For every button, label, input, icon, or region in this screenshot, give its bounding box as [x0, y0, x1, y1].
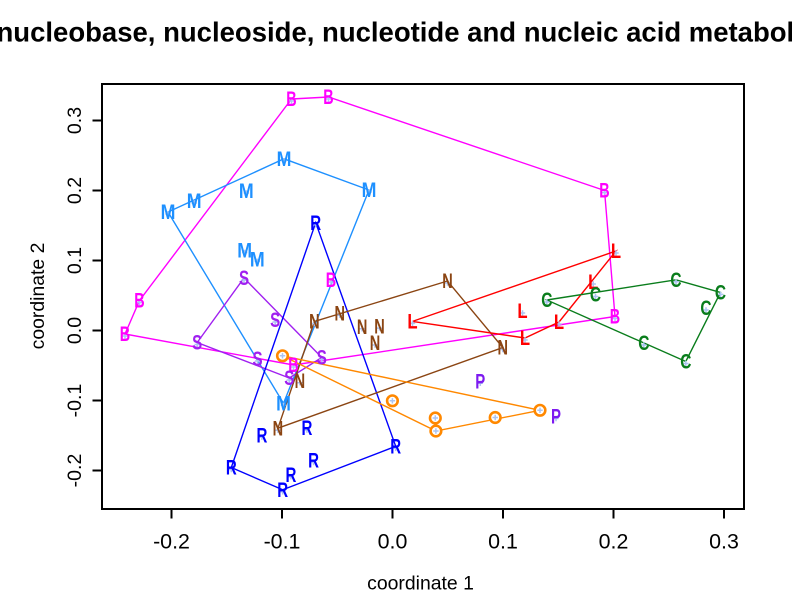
svg-text:R: R	[226, 457, 237, 480]
svg-text:-0.2: -0.2	[64, 454, 86, 488]
svg-text:B: B	[134, 290, 144, 313]
svg-text:N: N	[357, 316, 368, 339]
svg-text:-0.1: -0.1	[264, 530, 301, 554]
svg-text:-0.2: -0.2	[153, 530, 190, 554]
svg-text:N: N	[309, 311, 320, 334]
svg-text:P: P	[475, 371, 485, 394]
svg-text:L: L	[407, 311, 417, 334]
svg-text:nucleobase, nucleoside, nucleo: nucleobase, nucleoside, nucleotide and n…	[0, 17, 792, 48]
svg-text:R: R	[256, 424, 267, 447]
svg-text:S: S	[284, 367, 294, 390]
svg-text:C: C	[700, 297, 711, 320]
svg-text:R: R	[301, 417, 312, 440]
svg-text:B: B	[120, 323, 130, 346]
svg-text:M: M	[237, 240, 252, 263]
svg-text:N: N	[370, 332, 381, 355]
svg-text:N: N	[295, 370, 306, 393]
svg-text:L: L	[517, 300, 527, 323]
svg-text:L: L	[611, 240, 621, 263]
svg-text:C: C	[541, 289, 552, 312]
svg-text:S: S	[253, 348, 263, 371]
svg-text:-0.1: -0.1	[64, 384, 86, 418]
svg-text:B: B	[286, 88, 296, 111]
svg-text:M: M	[161, 201, 176, 224]
svg-text:0.3: 0.3	[64, 107, 86, 134]
svg-text:B: B	[288, 354, 298, 377]
svg-text:L: L	[520, 327, 530, 350]
svg-text:L: L	[554, 311, 564, 334]
svg-text:M: M	[250, 249, 265, 272]
svg-text:R: R	[310, 212, 321, 235]
svg-text:N: N	[498, 337, 509, 360]
svg-text:0.1: 0.1	[64, 247, 86, 274]
svg-text:S: S	[192, 332, 202, 355]
svg-text:S: S	[239, 267, 249, 290]
svg-text:N: N	[334, 302, 345, 325]
svg-text:B: B	[599, 180, 609, 203]
svg-text:M: M	[277, 148, 292, 171]
svg-text:C: C	[680, 351, 691, 374]
svg-text:P: P	[551, 406, 561, 429]
svg-text:M: M	[187, 190, 202, 213]
svg-text:B: B	[326, 269, 336, 292]
svg-text:S: S	[270, 309, 280, 332]
svg-text:B: B	[610, 306, 620, 329]
svg-text:S: S	[317, 347, 327, 370]
svg-text:M: M	[276, 393, 291, 416]
svg-text:0.0: 0.0	[64, 317, 86, 344]
svg-text:N: N	[374, 315, 385, 338]
svg-text:B: B	[323, 86, 333, 109]
svg-text:R: R	[308, 450, 319, 473]
svg-text:C: C	[670, 269, 681, 292]
svg-text:0.2: 0.2	[64, 177, 86, 204]
svg-text:coordinate 2: coordinate 2	[27, 243, 49, 350]
svg-text:C: C	[590, 284, 601, 307]
svg-text:C: C	[715, 282, 726, 305]
svg-text:0.0: 0.0	[378, 530, 408, 554]
svg-text:L: L	[588, 271, 598, 294]
svg-text:0.2: 0.2	[599, 530, 629, 554]
svg-text:R: R	[390, 436, 401, 459]
svg-text:N: N	[442, 270, 453, 293]
svg-text:M: M	[362, 179, 377, 202]
svg-text:R: R	[277, 479, 288, 502]
svg-text:0.3: 0.3	[709, 530, 739, 554]
svg-text:C: C	[638, 332, 649, 355]
svg-text:M: M	[239, 180, 254, 203]
svg-text:R: R	[285, 464, 296, 487]
svg-text:coordinate 1: coordinate 1	[367, 573, 474, 595]
svg-text:N: N	[273, 417, 284, 440]
svg-text:0.1: 0.1	[488, 530, 518, 554]
